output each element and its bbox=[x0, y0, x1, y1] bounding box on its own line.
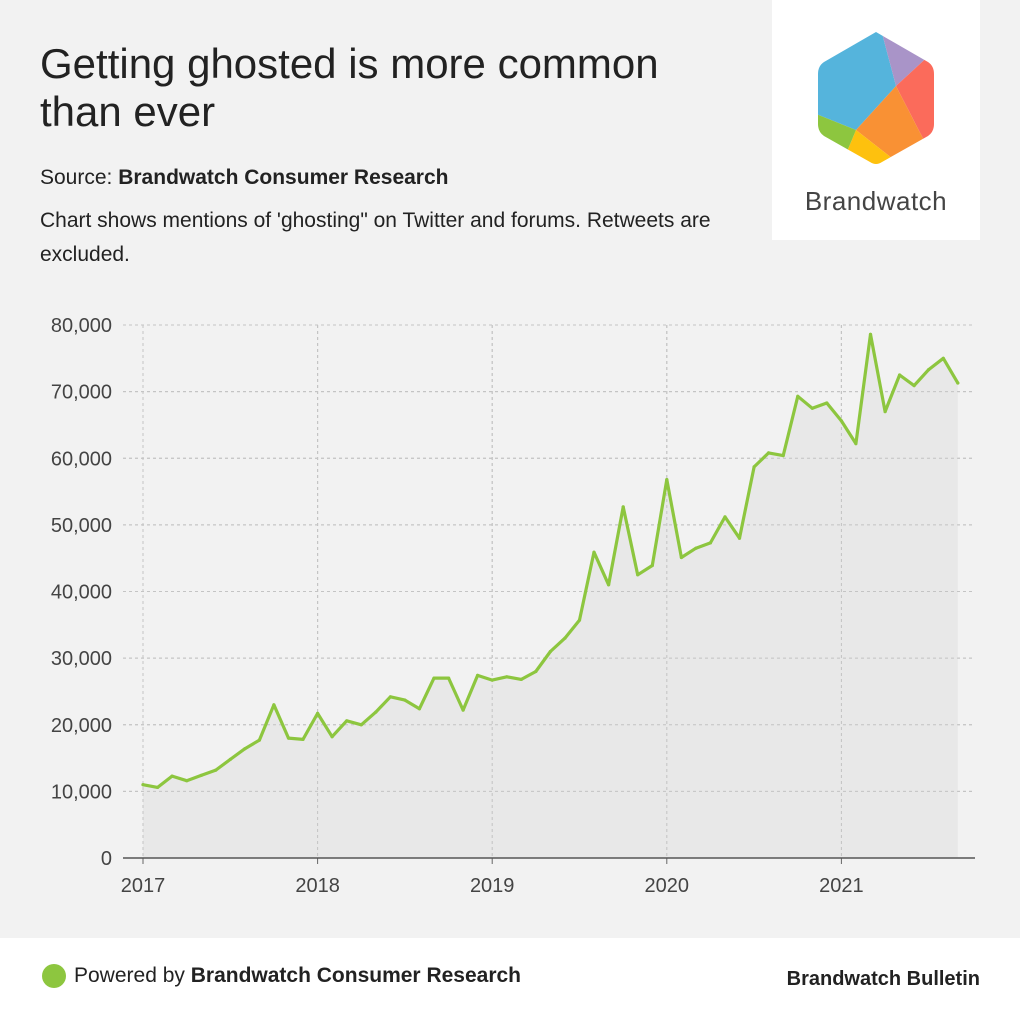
data-point bbox=[432, 676, 436, 680]
powered-name: Brandwatch Consumer Research bbox=[190, 964, 522, 987]
data-point bbox=[679, 555, 684, 560]
data-point bbox=[665, 478, 669, 482]
data-point bbox=[257, 738, 261, 742]
data-point bbox=[228, 757, 232, 762]
data-point bbox=[388, 695, 392, 699]
brandwatch-hexagon-icon bbox=[818, 32, 934, 164]
line-chart: 0 10,000 20,000 30,000 40,000 50,000 60,000 70,… bbox=[51, 315, 975, 897]
data-point bbox=[898, 373, 902, 377]
data-point bbox=[694, 546, 698, 550]
data-point bbox=[417, 707, 421, 711]
data-point bbox=[708, 541, 713, 545]
data-point bbox=[156, 785, 160, 790]
source-line: Source: Brandwatch Consumer Research bbox=[40, 166, 449, 190]
y-tick-label: 80,000 bbox=[51, 315, 112, 337]
brandwatch-logo: Brandwatch bbox=[772, 0, 980, 240]
data-point bbox=[345, 719, 349, 723]
y-tick-label: 30,000 bbox=[51, 648, 112, 670]
y-tick-label: 40,000 bbox=[51, 582, 112, 604]
data-point bbox=[883, 410, 887, 414]
y-tick-label: 0 bbox=[101, 848, 112, 870]
data-point bbox=[650, 563, 654, 568]
data-point bbox=[752, 465, 756, 469]
x-tick-label: 2019 bbox=[470, 875, 515, 897]
x-tick-label: 2020 bbox=[645, 875, 690, 897]
data-point bbox=[927, 368, 931, 372]
data-point bbox=[141, 783, 145, 787]
data-point bbox=[810, 406, 814, 410]
data-point bbox=[723, 515, 727, 519]
source-name: Brandwatch Consumer Research bbox=[118, 166, 449, 189]
footer: Powered by Brandwatch Consumer Research … bbox=[0, 938, 1020, 1020]
data-point bbox=[519, 677, 523, 682]
data-point bbox=[621, 505, 625, 509]
data-point bbox=[781, 454, 785, 458]
x-tick-label: 2021 bbox=[819, 875, 864, 897]
data-point bbox=[403, 698, 407, 702]
data-point bbox=[839, 419, 844, 423]
y-tick-label: 60,000 bbox=[51, 448, 112, 470]
chart-title: Getting ghosted is more common than ever bbox=[40, 40, 659, 135]
data-point bbox=[796, 394, 800, 398]
data-point bbox=[185, 779, 189, 783]
data-point bbox=[461, 708, 465, 712]
x-tick-label: 2018 bbox=[295, 875, 340, 897]
logo-text: Brandwatch bbox=[804, 186, 948, 216]
data-point bbox=[941, 356, 945, 360]
y-tick-label: 50,000 bbox=[51, 515, 112, 537]
data-point bbox=[505, 675, 509, 679]
data-point bbox=[767, 451, 771, 455]
data-point bbox=[170, 774, 174, 778]
data-point bbox=[548, 649, 553, 654]
y-tick-label: 70,000 bbox=[51, 382, 112, 404]
data-point bbox=[316, 711, 320, 716]
brandwatch-bulletin: Brandwatch Bulletin bbox=[786, 968, 980, 990]
series-area bbox=[143, 334, 958, 858]
data-point bbox=[956, 381, 960, 385]
data-point bbox=[737, 536, 742, 540]
data-point bbox=[359, 723, 363, 727]
data-point bbox=[301, 737, 305, 742]
logo-segment-yellow bbox=[836, 130, 902, 164]
data-point bbox=[592, 550, 596, 554]
y-tick-label: 20,000 bbox=[51, 715, 112, 737]
data-point bbox=[563, 636, 567, 640]
powered-by: Powered by Brandwatch Consumer Research bbox=[74, 964, 521, 988]
powered-prefix: Powered by bbox=[74, 964, 191, 987]
data-point bbox=[868, 332, 873, 336]
data-point bbox=[854, 442, 858, 446]
source-prefix: Source: bbox=[40, 166, 119, 189]
data-point bbox=[577, 618, 582, 622]
data-point bbox=[199, 773, 203, 778]
chart-description: Chart shows mentions of 'ghosting" on Tw… bbox=[40, 209, 711, 266]
data-point bbox=[214, 768, 218, 772]
data-point bbox=[490, 678, 494, 682]
data-point bbox=[636, 573, 640, 577]
data-point bbox=[272, 703, 276, 707]
data-point bbox=[476, 673, 480, 678]
data-point bbox=[534, 669, 538, 674]
y-tick-label: 10,000 bbox=[51, 781, 112, 803]
data-point bbox=[330, 735, 334, 739]
footer-dot-icon bbox=[42, 964, 66, 988]
data-point bbox=[607, 583, 611, 587]
data-point bbox=[447, 676, 451, 680]
data-point bbox=[374, 710, 378, 714]
data-point bbox=[825, 401, 829, 405]
data-point bbox=[912, 384, 916, 388]
data-point bbox=[243, 747, 247, 751]
data-point bbox=[286, 736, 291, 740]
x-tick-label: 2017 bbox=[121, 875, 166, 897]
